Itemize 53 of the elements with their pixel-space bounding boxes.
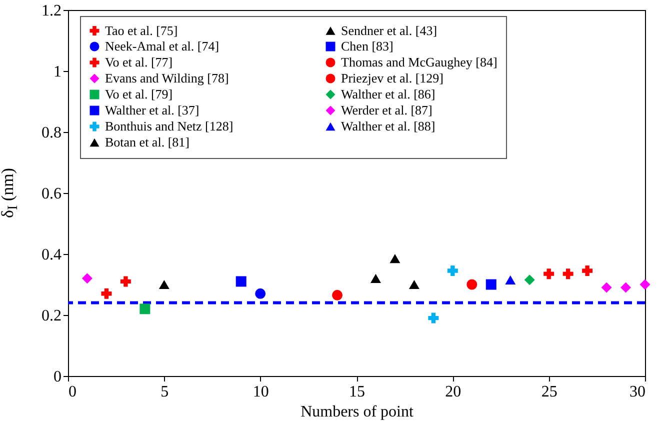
point — [601, 282, 612, 293]
point — [505, 275, 516, 284]
point — [120, 276, 131, 287]
legend-label: Sendner et al. [43] — [341, 22, 438, 38]
point — [370, 274, 381, 283]
y-tick-label: 0 — [54, 368, 62, 386]
legend-label: Walther et al. [86] — [341, 86, 436, 102]
point — [101, 288, 112, 299]
y-tick-label: 0.2 — [42, 308, 62, 324]
y-tick-label: 1.2 — [42, 2, 62, 20]
legend-label: Botan et al. [81] — [105, 134, 190, 150]
x-tick-label: 20 — [445, 384, 462, 400]
x-tick-label: 5 — [160, 384, 169, 400]
x-tick-label: 10 — [252, 384, 269, 400]
point — [82, 273, 92, 284]
point — [562, 268, 574, 280]
x-tick-label: 25 — [541, 384, 558, 400]
y-tick-label: 0.8 — [42, 124, 62, 142]
point — [158, 280, 170, 290]
legend-label: Vo et al. [79] — [105, 86, 173, 102]
legend-label: Thomas and McGaughey [84] — [341, 54, 498, 70]
x-tick-label: 15 — [349, 384, 365, 400]
legend-label: Priezjev et al. [129] — [341, 70, 444, 86]
x-tick-label: 0 — [68, 384, 76, 400]
y-tick-label: 1 — [54, 64, 62, 80]
point — [524, 274, 535, 286]
legend-label: Vo et al. [77] — [105, 54, 173, 70]
point — [640, 279, 650, 290]
point — [447, 266, 458, 276]
x-tick-label: 30 — [630, 384, 646, 400]
point — [466, 279, 478, 290]
point — [544, 268, 554, 280]
y-tick-label: 0.6 — [42, 186, 62, 202]
point — [236, 276, 246, 287]
point — [428, 312, 439, 324]
point — [255, 288, 266, 299]
point — [486, 279, 496, 290]
point — [620, 282, 632, 293]
legend-label: Walther et al. [88] — [341, 118, 436, 134]
x-axis-title: Numbers of point — [300, 404, 414, 420]
legend-label: Chen [83] — [341, 38, 394, 54]
legend-label: Walther et al. [37] — [105, 102, 200, 118]
legend-label: Tao et al. [75] — [105, 22, 178, 38]
legend-label: Evans and Wilding [78] — [105, 70, 229, 86]
point — [408, 280, 420, 290]
point — [582, 266, 593, 276]
point — [140, 304, 150, 314]
legend-label: Neek-Amal et al. [74] — [105, 38, 220, 54]
y-tick-label: 0.4 — [42, 246, 62, 264]
point — [390, 254, 400, 264]
legend-label: Bonthuis and Netz [128] — [105, 118, 234, 134]
legend-label: Werder et al. [87] — [341, 102, 432, 118]
point — [332, 290, 343, 300]
